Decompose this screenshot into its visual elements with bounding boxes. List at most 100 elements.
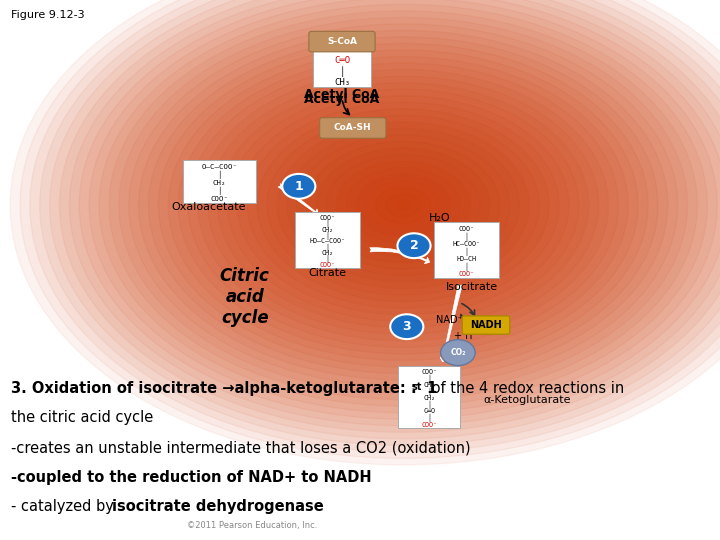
Text: CH₂: CH₂ [423, 382, 435, 388]
FancyBboxPatch shape [295, 212, 361, 268]
Text: CH₂: CH₂ [423, 395, 435, 401]
Text: Acetyl CoA: Acetyl CoA [305, 88, 379, 101]
Circle shape [282, 174, 315, 199]
Text: COO⁻: COO⁻ [459, 271, 474, 277]
Ellipse shape [188, 63, 618, 347]
Text: NAD⁺: NAD⁺ [436, 315, 462, 325]
Text: │: │ [339, 66, 345, 77]
Ellipse shape [109, 11, 698, 400]
Circle shape [397, 233, 431, 258]
Text: │: │ [325, 255, 330, 264]
Ellipse shape [228, 89, 579, 321]
Text: Figure 9.12-3: Figure 9.12-3 [11, 10, 84, 20]
Text: Citric
acid
cycle: Citric acid cycle [220, 267, 270, 327]
Text: CH₃: CH₃ [334, 78, 350, 86]
Text: ©2011 Pearson Education, Inc.: ©2011 Pearson Education, Inc. [186, 521, 318, 530]
FancyBboxPatch shape [183, 160, 256, 203]
Ellipse shape [10, 0, 720, 465]
Text: -creates an unstable intermediate that loses a CO2 (oxidation): -creates an unstable intermediate that l… [11, 440, 470, 455]
Ellipse shape [277, 122, 529, 288]
Text: HC—COO⁻: HC—COO⁻ [453, 241, 480, 247]
Ellipse shape [30, 0, 720, 452]
Ellipse shape [139, 30, 668, 380]
Circle shape [441, 340, 475, 366]
Ellipse shape [248, 102, 559, 308]
Ellipse shape [40, 0, 720, 446]
Text: COO⁻: COO⁻ [320, 262, 336, 268]
Text: S-CoA: S-CoA [327, 37, 357, 46]
Text: 1: 1 [294, 180, 303, 193]
Text: COO⁻: COO⁻ [421, 422, 437, 428]
Ellipse shape [257, 109, 549, 302]
Text: CO₂: CO₂ [450, 348, 466, 357]
FancyBboxPatch shape [312, 51, 372, 87]
Text: │: │ [217, 171, 222, 179]
Text: CH₂: CH₂ [322, 250, 333, 256]
Ellipse shape [326, 154, 480, 256]
Text: COO⁻: COO⁻ [459, 226, 474, 232]
Text: HO—C—COO⁻: HO—C—COO⁻ [310, 239, 346, 245]
Ellipse shape [60, 0, 720, 433]
Text: COO⁻: COO⁻ [320, 215, 336, 221]
Text: CoA-SH: CoA-SH [334, 124, 372, 132]
Ellipse shape [89, 0, 717, 413]
Text: - catalyzed by: - catalyzed by [11, 500, 118, 515]
Ellipse shape [267, 115, 539, 295]
Ellipse shape [336, 161, 470, 249]
Text: │: │ [427, 374, 431, 382]
FancyBboxPatch shape [320, 118, 386, 138]
Text: HO—CH: HO—CH [456, 256, 477, 262]
Text: -coupled to the reduction of NAD+ to NADH: -coupled to the reduction of NAD+ to NAD… [11, 470, 372, 485]
Ellipse shape [376, 187, 431, 223]
Text: │: │ [325, 232, 330, 240]
FancyBboxPatch shape [433, 222, 500, 278]
Ellipse shape [386, 194, 420, 217]
Ellipse shape [148, 37, 658, 374]
Text: Citrate: Citrate [309, 268, 346, 278]
Text: │: │ [325, 243, 330, 252]
Text: H₂O: H₂O [429, 213, 451, 223]
Ellipse shape [129, 24, 678, 387]
Ellipse shape [217, 83, 589, 328]
Ellipse shape [317, 148, 490, 262]
Text: Acetyl CoA: Acetyl CoA [305, 93, 379, 106]
Text: │: │ [325, 220, 330, 228]
FancyBboxPatch shape [462, 316, 510, 334]
Ellipse shape [158, 43, 648, 367]
Text: st: st [411, 382, 421, 393]
Text: C═O: C═O [334, 56, 350, 65]
Text: O—C—COO⁻: O—C—COO⁻ [202, 164, 238, 170]
Ellipse shape [297, 135, 510, 275]
Ellipse shape [168, 50, 638, 360]
Text: α-Ketoglutarate: α-Ketoglutarate [484, 395, 572, 404]
Ellipse shape [178, 57, 629, 354]
Ellipse shape [69, 0, 720, 426]
Ellipse shape [307, 141, 500, 269]
Ellipse shape [346, 167, 460, 243]
Ellipse shape [50, 0, 720, 439]
Text: + H⁺: + H⁺ [454, 332, 477, 341]
Text: Oxaloacetate: Oxaloacetate [171, 202, 246, 212]
Ellipse shape [396, 200, 411, 210]
Text: │: │ [464, 262, 469, 271]
Text: the citric acid cycle: the citric acid cycle [11, 410, 153, 426]
Ellipse shape [356, 174, 450, 237]
Text: NADH: NADH [470, 320, 502, 330]
Text: │: │ [427, 388, 431, 396]
Text: Isocitrate: Isocitrate [446, 282, 498, 292]
Ellipse shape [20, 0, 720, 458]
Text: isocitrate dehydrogenase: isocitrate dehydrogenase [112, 500, 323, 515]
Text: │: │ [464, 247, 469, 255]
Text: │: │ [217, 187, 222, 195]
Text: CH₂: CH₂ [322, 227, 333, 233]
Text: │: │ [464, 232, 469, 240]
Ellipse shape [198, 70, 608, 341]
Text: CH₂: CH₂ [213, 180, 226, 186]
Text: │: │ [427, 414, 431, 422]
Circle shape [390, 314, 423, 339]
Ellipse shape [99, 4, 707, 406]
Ellipse shape [208, 76, 598, 334]
Text: COO⁻: COO⁻ [421, 369, 437, 375]
Ellipse shape [119, 17, 688, 393]
Ellipse shape [287, 129, 520, 282]
